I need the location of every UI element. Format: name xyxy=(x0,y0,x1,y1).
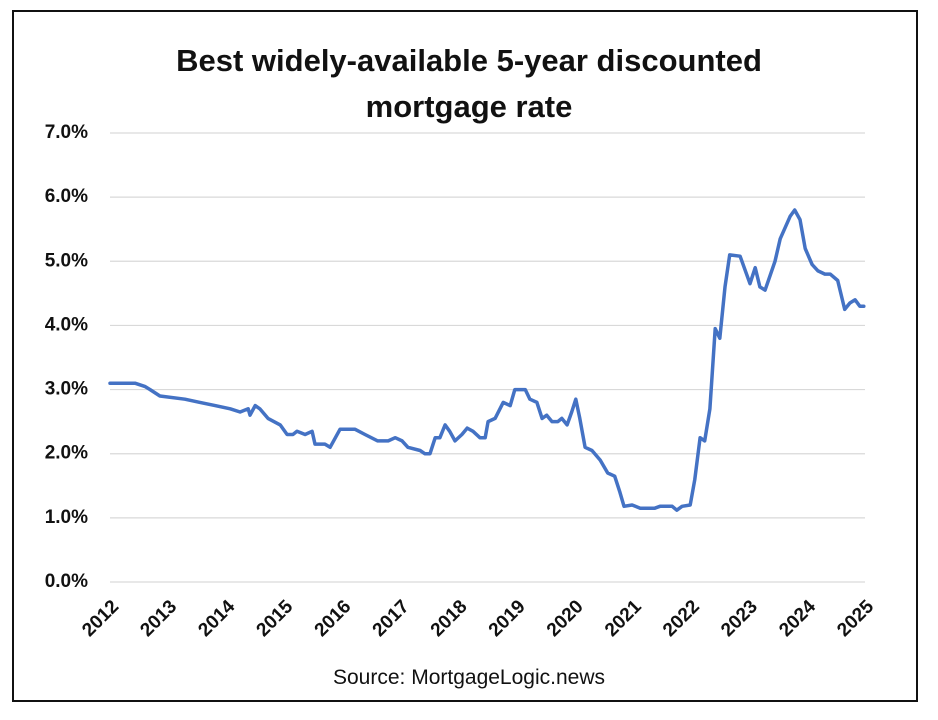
x-tick-label: 2023 xyxy=(717,596,762,641)
y-tick-label: 6.0% xyxy=(45,186,88,207)
x-tick-label: 2012 xyxy=(78,596,123,641)
x-tick-label: 2021 xyxy=(601,596,646,641)
x-tick-label: 2017 xyxy=(369,596,414,641)
x-tick-label: 2019 xyxy=(485,596,530,641)
chart-title: Best widely-available 5-year discounted … xyxy=(176,43,762,124)
y-tick-label: 0.0% xyxy=(45,571,88,592)
x-tick-label: 2025 xyxy=(833,596,878,641)
y-tick-label: 2.0% xyxy=(45,443,88,464)
x-tick-label: 2015 xyxy=(253,596,298,641)
y-tick-label: 3.0% xyxy=(45,379,88,400)
x-tick-label: 2018 xyxy=(427,596,472,641)
source-note: Source: MortgageLogic.news xyxy=(333,666,605,689)
y-tick-label: 4.0% xyxy=(45,314,88,335)
x-tick-label: 2022 xyxy=(659,596,704,641)
y-tick-label: 5.0% xyxy=(45,250,88,271)
y-tick-label: 7.0% xyxy=(45,122,88,143)
x-tick-label: 2016 xyxy=(311,596,356,641)
data-line xyxy=(108,208,866,512)
x-tick-label: 2013 xyxy=(136,596,181,641)
x-tick-label: 2020 xyxy=(543,596,588,641)
y-tick-label: 1.0% xyxy=(45,507,88,528)
x-tick-label: 2024 xyxy=(775,596,820,641)
frame xyxy=(12,10,918,702)
x-tick-label: 2014 xyxy=(194,596,239,641)
